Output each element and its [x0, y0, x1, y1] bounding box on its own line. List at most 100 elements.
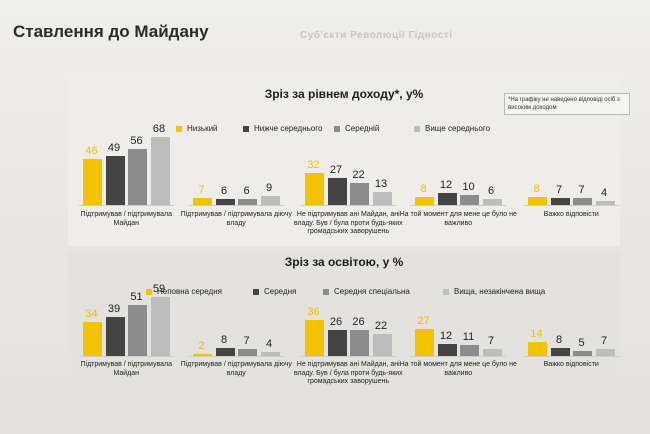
education-bar: [372, 334, 392, 356]
income-group-baseline: [524, 205, 619, 206]
education-category-label: Не підтримував ані Майдан, ані владу. Бу…: [293, 361, 403, 385]
income-group-baseline: [79, 205, 174, 206]
education-bar: [215, 348, 235, 356]
income-category-label: Важко відповісти: [543, 211, 599, 218]
education-bar: [460, 345, 479, 356]
education-bar: [305, 320, 324, 356]
income-value-label: 27: [329, 164, 343, 176]
education-value-label: 7: [487, 335, 495, 347]
education-legend-label: Середня: [264, 287, 297, 296]
education-legend-label: Неповна середня: [157, 287, 222, 296]
education-group-baseline: [411, 356, 506, 357]
income-category-label: Підтримував / підтримувала Майдан: [80, 211, 173, 227]
education-bar: [437, 344, 457, 356]
income-legend-label: Вище середнього: [425, 124, 491, 133]
income-value-label: 7: [578, 184, 585, 196]
education-legend-swatch: [323, 288, 329, 295]
income-value-label: 6: [220, 185, 228, 197]
income-value-label: 7: [198, 184, 205, 196]
education-value-label: 39: [107, 303, 121, 315]
education-bar: [260, 352, 280, 356]
education-value-label: 11: [462, 331, 475, 343]
income-bar: [573, 198, 592, 205]
income-value-label: 7: [555, 184, 563, 196]
income-group-baseline: [301, 205, 396, 206]
income-value-label: 22: [352, 169, 365, 181]
income-bar: [372, 192, 392, 205]
education-value-label: 8: [555, 334, 563, 346]
income-value-label: 68: [152, 123, 166, 135]
education-value-label: 14: [530, 328, 543, 340]
income-value-label: 4: [600, 187, 608, 199]
education-bar: [573, 351, 592, 356]
income-bar: [460, 195, 479, 205]
income-bar: [482, 199, 502, 205]
income-legend-label: Нижче середнього: [254, 124, 323, 133]
education-bar: [327, 330, 347, 356]
income-value-label: 6: [243, 185, 250, 197]
education-value-label: 7: [600, 335, 608, 347]
income-bar: [550, 198, 570, 205]
income-chart-title: Зріз за рівнем доходу*, у%: [264, 87, 424, 101]
income-legend-swatch: [243, 125, 249, 132]
education-value-label: 2: [198, 340, 205, 352]
income-legend-label: Низький: [187, 124, 218, 133]
income-value-label: 10: [462, 181, 475, 193]
education-category-label: Важко відповісти: [543, 361, 599, 368]
income-legend-item: Нижче середнього: [243, 124, 322, 133]
income-legend-item: Вище середнього: [414, 124, 490, 133]
income-bar: [215, 199, 235, 205]
education-legend-swatch: [146, 288, 152, 295]
page-title: Ставлення до Майдану: [13, 22, 209, 41]
education-value-label: 36: [307, 306, 320, 318]
income-legend-swatch: [334, 125, 340, 132]
income-legend-item: Низький: [176, 124, 218, 133]
education-value-label: 51: [130, 291, 143, 303]
income-legend-label: Середній: [345, 124, 380, 133]
education-bar: [238, 349, 257, 356]
education-bar: [128, 305, 147, 356]
education-category-label: Підтримував / підтримувала Майдан: [80, 361, 173, 377]
education-group-baseline: [189, 356, 284, 357]
income-legend-swatch: [176, 125, 182, 132]
income-value-label: 6: [487, 185, 495, 197]
education-bar: [83, 322, 102, 356]
income-bar: [528, 197, 547, 205]
income-bar: [350, 183, 369, 205]
education-legend-item: Середня: [253, 287, 296, 296]
education-bar: [350, 330, 369, 356]
income-bar: [437, 193, 457, 205]
education-value-label: 34: [85, 308, 98, 320]
education-legend-item: Середня спеціальна: [323, 287, 410, 296]
education-value-label: 5: [578, 337, 585, 349]
education-legend-swatch: [253, 288, 259, 295]
education-bar: [595, 349, 615, 356]
education-bar: [415, 329, 434, 356]
faded-slide-title: Суб'єкти Революції Гідності: [300, 30, 453, 41]
education-value-label: 4: [265, 338, 273, 350]
income-value-label: 32: [307, 159, 320, 171]
education-value-label: 59: [152, 283, 166, 295]
income-category-label: Не підтримував ані Майдан, ані владу. Бу…: [293, 211, 403, 235]
income-legend-item: Середній: [334, 124, 379, 133]
education-legend-item: Неповна середня: [146, 287, 222, 296]
education-bar: [550, 348, 570, 356]
income-bar: [260, 196, 280, 205]
education-category-label: На той момент для мене це було не важлив…: [399, 361, 517, 377]
education-chart-title: Зріз за освітою, у %: [284, 255, 404, 269]
income-value-label: 12: [439, 179, 453, 191]
income-value-label: 46: [85, 145, 98, 157]
income-bar: [415, 197, 434, 205]
income-bar: [105, 156, 125, 205]
income-bar: [128, 149, 147, 205]
income-bar: [595, 201, 615, 205]
income-bar: [193, 198, 212, 205]
education-group-baseline: [79, 356, 174, 357]
education-group-baseline: [301, 356, 396, 357]
income-bar: [238, 199, 257, 205]
income-value-label: 8: [420, 183, 427, 195]
education-legend-swatch: [443, 288, 449, 295]
income-group-baseline: [189, 205, 284, 206]
income-bar: [83, 159, 102, 205]
education-bar: [193, 354, 212, 356]
